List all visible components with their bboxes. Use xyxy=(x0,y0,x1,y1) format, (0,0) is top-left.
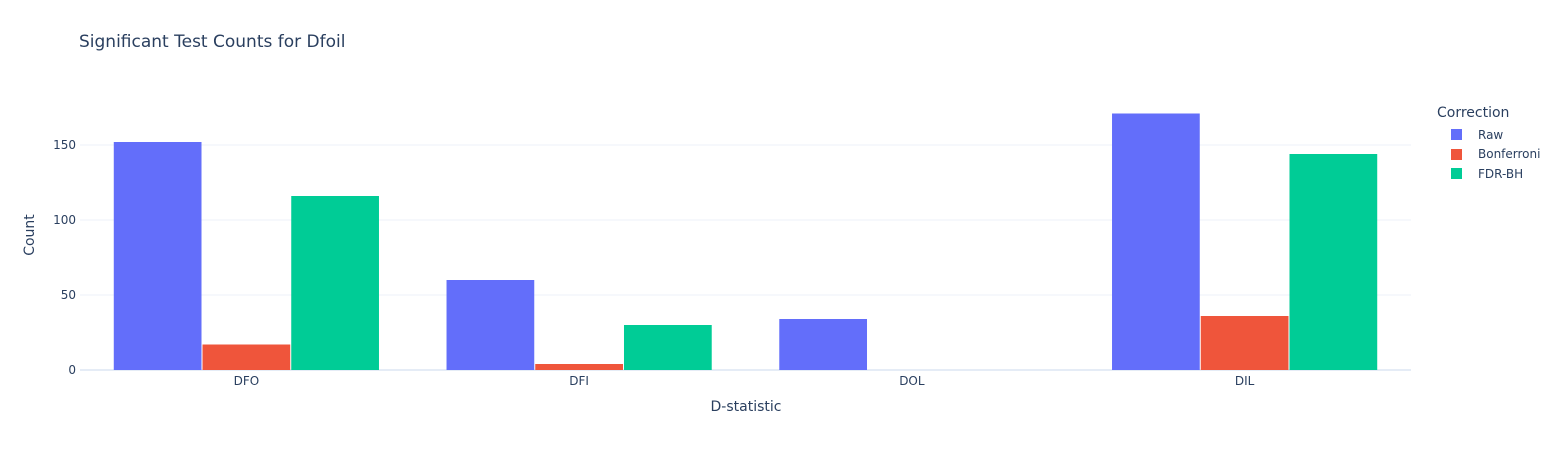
legend-item[interactable]: FDR-BH xyxy=(1437,164,1540,184)
bar-raw-dfo[interactable] xyxy=(113,142,202,370)
legend-swatch xyxy=(1451,148,1462,160)
legend: Correction Raw Bonferroni FDR-BH xyxy=(1437,105,1540,184)
chart-title: Significant Test Counts for Dfoil xyxy=(79,32,346,52)
x-tick-label: DFO xyxy=(234,374,260,388)
legend-label: Bonferroni xyxy=(1478,147,1541,162)
bars xyxy=(113,113,1378,371)
y-tick-label: 100 xyxy=(53,213,76,227)
y-tick-label: 50 xyxy=(61,288,76,302)
legend-swatch xyxy=(1451,168,1462,180)
y-tick-label: 150 xyxy=(53,138,76,152)
bar-raw-dol[interactable] xyxy=(779,319,868,370)
bar-raw-dfi[interactable] xyxy=(446,280,535,370)
y-tick-label: 0 xyxy=(68,363,76,377)
legend-label: FDR-BH xyxy=(1478,166,1524,181)
bar-fdr-bh-dil[interactable] xyxy=(1289,154,1378,370)
x-axis-title: D-statistic xyxy=(711,399,782,415)
y-axis-ticks: 0 50 100 150 xyxy=(53,138,76,377)
x-axis-ticks: DFO DFI DOL DIL xyxy=(234,374,1255,388)
bar-raw-dil[interactable] xyxy=(1112,113,1200,371)
legend-item[interactable]: Bonferroni xyxy=(1437,145,1540,165)
x-tick-label: DFI xyxy=(569,374,589,388)
y-axis-title: Count xyxy=(22,214,38,256)
legend-label: Raw xyxy=(1478,127,1504,142)
bar-bonferroni-dil[interactable] xyxy=(1200,316,1289,370)
x-tick-label: DOL xyxy=(899,374,925,388)
bar-fdr-bh-dfi[interactable] xyxy=(623,325,712,370)
bar-fdr-bh-dfo[interactable] xyxy=(291,196,379,370)
x-tick-label: DIL xyxy=(1235,374,1255,388)
bar-bonferroni-dfo[interactable] xyxy=(202,344,291,371)
legend-title: Correction xyxy=(1437,105,1510,121)
bar-bonferroni-dfi[interactable] xyxy=(535,364,623,370)
legend-items: Raw Bonferroni FDR-BH xyxy=(1437,125,1540,184)
legend-swatch xyxy=(1451,129,1462,141)
legend-item[interactable]: Raw xyxy=(1437,125,1540,145)
